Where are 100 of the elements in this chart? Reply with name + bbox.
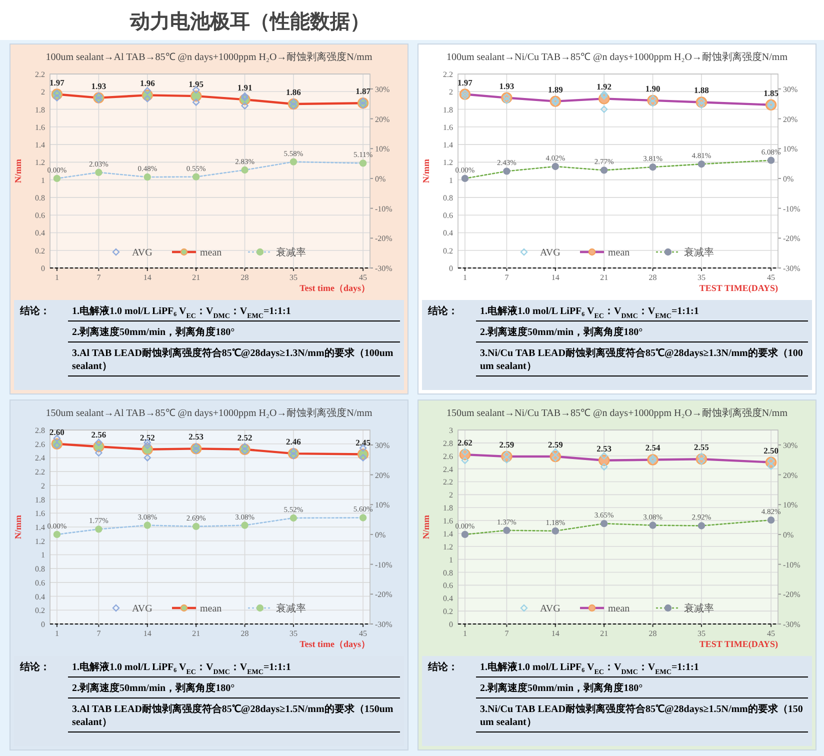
chart-title: 100um sealant→Al TAB→85℃ @n days+1000ppm H₂O→耐蚀剥离强度N/mm [46, 51, 372, 63]
y-tick-label: 1.6 [443, 516, 453, 526]
data-label: 2.52 [237, 432, 252, 442]
y-tick-label: 2.4 [443, 464, 453, 474]
y-tick-label: 2 [41, 88, 45, 97]
y-tick-label: 0.8 [443, 568, 453, 578]
text: 1.电解液1.0 mol/L LiPF₆ V$_{EC}$：V$_{DMC}$：V$_{EMC}$=1:1:1 [72, 661, 291, 676]
y2-tick-label: -10% [783, 560, 801, 570]
x-tick-label: 1 [54, 273, 59, 282]
x-tick-label: 28 [648, 629, 657, 638]
x-tick-label: 7 [504, 629, 509, 638]
x-tick-label: 35 [289, 629, 298, 638]
data-label: 1.97 [458, 77, 474, 88]
x-tick-label: 28 [240, 273, 249, 282]
data-label: 2.53 [188, 432, 204, 442]
y-tick-label: 0.2 [443, 607, 453, 616]
y2-tick-label: 30% [783, 84, 798, 94]
data-label: 2.59 [499, 440, 514, 450]
legend-label: AVG [540, 248, 560, 258]
x-axis-title: Test time（days） [300, 283, 370, 293]
data-label: 2.60 [50, 426, 64, 437]
y-tick-label: 1.6 [35, 122, 45, 132]
x-tick-label: 14 [551, 629, 560, 638]
x-tick-label: 1 [462, 629, 467, 638]
data-label: 2.54 [645, 442, 661, 453]
data-label: 1.93 [499, 80, 514, 91]
y2-tick-label: 0% [375, 174, 386, 184]
data-label: 2.52 [140, 432, 155, 442]
x-tick-label: 14 [143, 273, 152, 282]
y-tick-label: 1.4 [35, 523, 45, 532]
x-tick-label: 35 [697, 629, 706, 638]
text: 2.剥离速度50mm/min，剥离角度180° [480, 682, 643, 694]
y-tick-label: 0.4 [35, 592, 45, 602]
y2-tick-label: 20% [783, 114, 798, 124]
y2-tick-label: -20% [783, 234, 801, 244]
y2-tick-label: -10% [783, 204, 801, 214]
y-tick-label: 1.8 [35, 105, 45, 114]
y2-tick-label: 30% [783, 440, 798, 450]
data-label: 2.53 [596, 443, 612, 454]
y-tick-label: 2.6 [35, 440, 45, 449]
y2-tick-label: 20% [783, 470, 798, 480]
y-tick-label: 2 [41, 481, 45, 490]
text: 1.电解液1.0 mol/L LiPF₆ V$_{EC}$：V$_{DMC}$：V$_{EMC}$=1:1:1 [480, 305, 699, 320]
y-tick-label: 1 [449, 555, 453, 564]
y-tick-label: 2.8 [35, 426, 45, 435]
data-label: 1.89 [548, 84, 563, 94]
y-tick-label: 1 [41, 550, 45, 560]
y-tick-label: 2.6 [443, 452, 453, 461]
y-tick-label: 0.8 [443, 193, 453, 202]
text: 结论： [19, 661, 50, 673]
chart-title: 150um sealant→Al TAB→85℃ @n days+1000ppm H₂O→耐蚀剥离强度N/mm [46, 407, 372, 419]
data-label: 2.62 [458, 438, 472, 448]
y-tick-label: 1 [449, 176, 453, 185]
data-label: 1.86 [286, 86, 301, 97]
y-tick-label: 1.2 [443, 542, 453, 552]
y-tick-label: 2.4 [35, 454, 45, 463]
y2-tick-label: -10% [375, 560, 393, 570]
y2-tick-label: 0% [783, 530, 794, 540]
y2-tick-label: -20% [783, 590, 801, 600]
data-label: 1.90 [645, 83, 660, 94]
y-tick-label: 1.8 [443, 504, 453, 513]
y-axis-title: N/mm [421, 158, 431, 183]
y-tick-label: 1.2 [443, 158, 453, 168]
y-tick-label: 0.6 [35, 211, 45, 220]
y-tick-label: 1.4 [443, 529, 453, 538]
x-axis-title: Test time（days） [300, 639, 370, 649]
data-label: 1.96 [140, 78, 155, 88]
x-tick-label: 21 [600, 629, 608, 638]
legend-label: mean [200, 248, 222, 258]
chart-title: 150um sealant→Ni/Cu TAB→85℃ @n days+1000ppm H₂O→耐蚀剥离强度N/mm [446, 407, 788, 419]
data-label: 1.97 [50, 77, 66, 88]
y2-tick-label: 20% [375, 470, 390, 480]
y-tick-label: 0.6 [35, 578, 45, 588]
data-label: 2.56 [91, 430, 106, 440]
data-label: 1.85 [764, 88, 778, 98]
text: 3.Al TAB LEAD耐蚀剥离强度符合85℃@28days≥1.5N/mm的要求（150um sealant） [72, 703, 394, 728]
y-tick-label: 2.2 [443, 478, 453, 487]
text: 2.剥离速度50mm/min，剥离角度180° [480, 326, 643, 338]
legend-label: 衰减率 [276, 246, 306, 258]
data-label: 2.50 [764, 445, 778, 456]
y-tick-label: 1.8 [443, 105, 453, 114]
y-tick-label: 0.6 [443, 211, 453, 220]
y-tick-label: 1.4 [443, 140, 453, 150]
y2-tick-label: 20% [375, 114, 390, 124]
x-tick-label: 14 [551, 273, 560, 282]
y2-tick-label: 0% [375, 530, 386, 540]
x-axis-title: TEST TIME(DAYS) [699, 283, 778, 293]
data-label: 1.95 [188, 79, 204, 90]
text: 2.剥离速度50mm/min，剥离角度180° [72, 682, 235, 694]
data-label: 1.88 [694, 85, 709, 96]
y-tick-label: 0 [449, 264, 453, 273]
y2-tick-label: -20% [375, 234, 393, 244]
text: 3.Ni/Cu TAB LEAD耐蚀剥离强度符合85℃@28days≥1.3N/mm的要求（100um sealant） [480, 347, 803, 372]
legend-label: mean [608, 248, 630, 258]
x-tick-label: 28 [240, 629, 249, 638]
y-axis-title: N/mm [13, 158, 23, 183]
y2-tick-label: -20% [375, 590, 393, 600]
x-tick-label: 45 [767, 273, 776, 282]
data-label: 2.59 [548, 440, 563, 450]
y-tick-label: 2.2 [35, 70, 45, 79]
